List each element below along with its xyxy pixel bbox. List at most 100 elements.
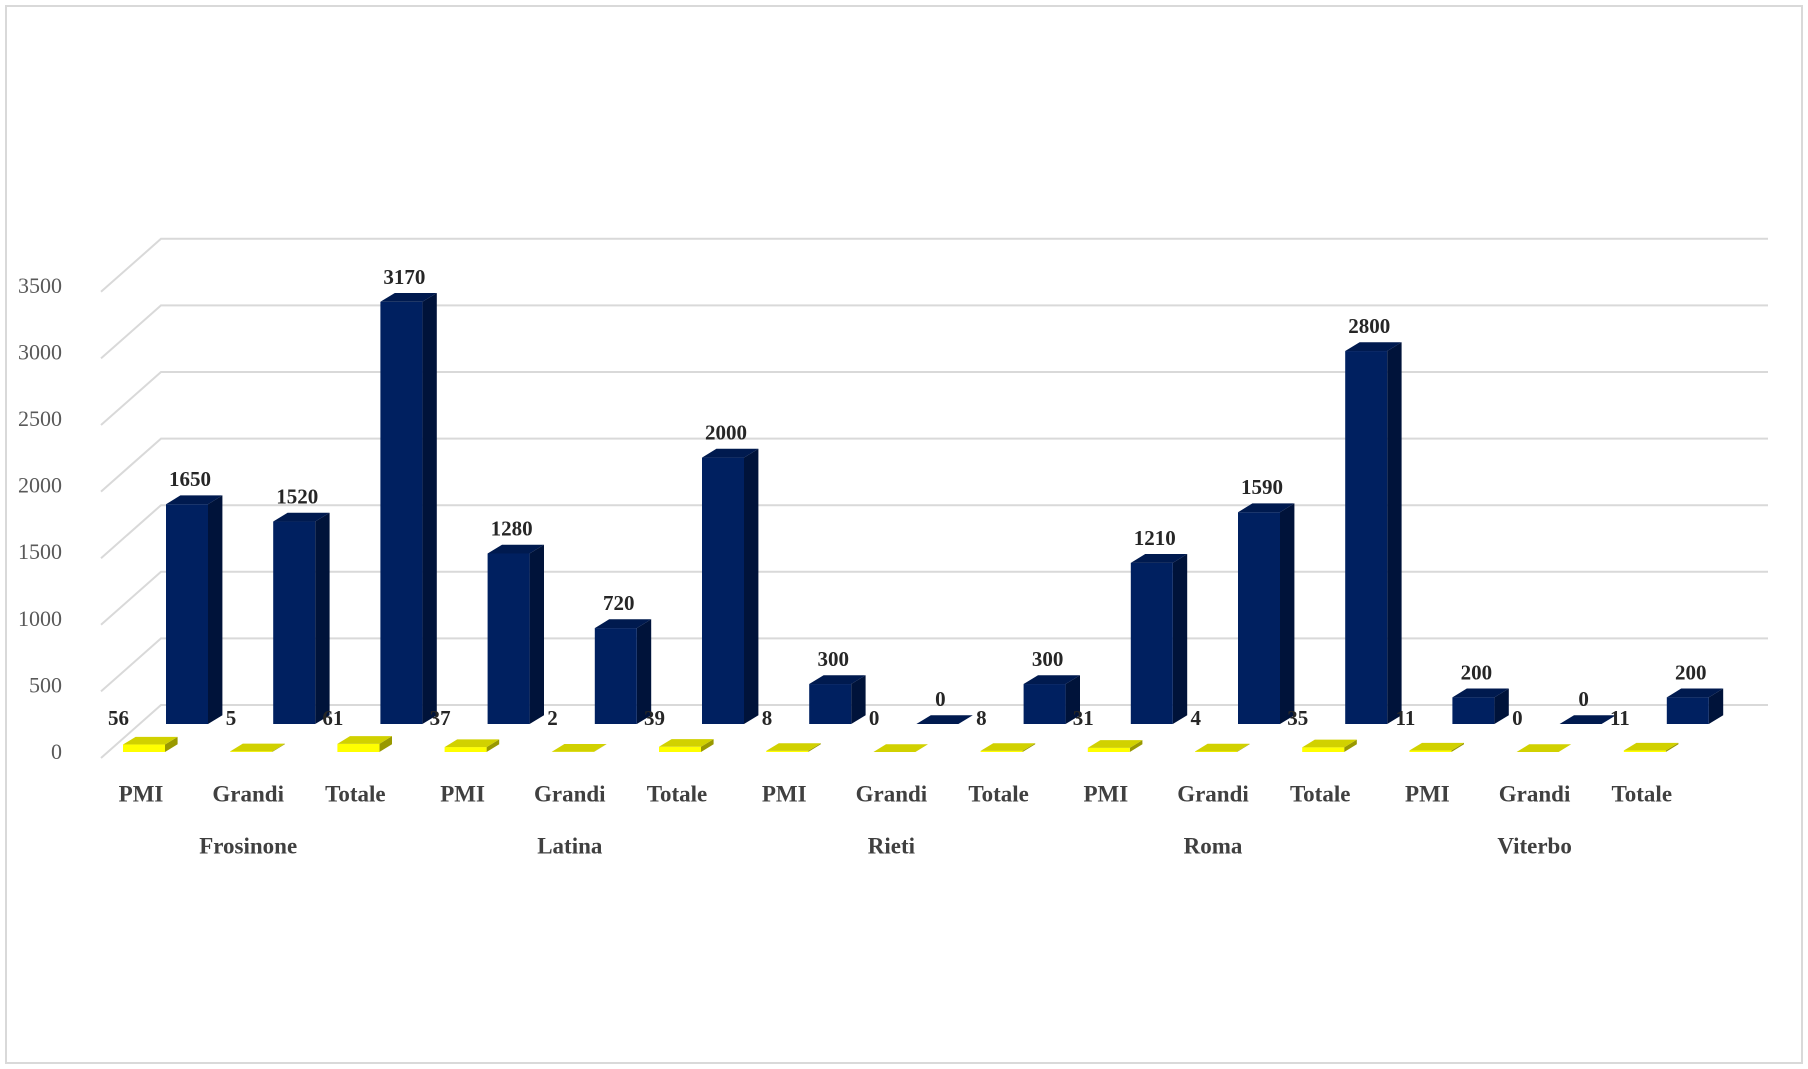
bar-side xyxy=(315,512,330,724)
x-tick-label: Totale xyxy=(1290,781,1351,806)
value-label: 1520 xyxy=(276,485,318,509)
bar-side xyxy=(1451,742,1464,752)
value-label: 31 xyxy=(1073,706,1094,730)
bar xyxy=(230,751,273,752)
grid-line xyxy=(100,437,1768,493)
group-label: Rieti xyxy=(868,833,916,858)
bar-top xyxy=(1238,503,1295,513)
bar-top xyxy=(551,744,607,752)
bar-top xyxy=(1195,743,1250,752)
bar-top xyxy=(123,736,178,745)
y-tick-label: 500 xyxy=(29,672,62,697)
bar-side xyxy=(1172,554,1188,724)
y-tick-label: 3500 xyxy=(18,273,62,298)
bar xyxy=(380,301,423,724)
y-tick-label: 0 xyxy=(51,739,62,764)
bar xyxy=(1130,562,1173,724)
group-label: Latina xyxy=(537,833,603,858)
bar xyxy=(1238,512,1280,724)
bar-top xyxy=(1087,740,1143,748)
bar-top xyxy=(1623,742,1679,751)
bar xyxy=(123,744,165,752)
bar-top xyxy=(980,743,1036,751)
value-label: 0 xyxy=(1578,687,1589,711)
bar-side xyxy=(1708,688,1724,724)
grid-line xyxy=(100,570,1768,626)
value-label: 1590 xyxy=(1241,475,1283,499)
value-label: 720 xyxy=(603,591,635,615)
group-label: Roma xyxy=(1184,833,1243,858)
x-tick-label: PMI xyxy=(1083,781,1128,806)
bar-top xyxy=(916,715,973,724)
bar xyxy=(1195,751,1237,752)
bar-side xyxy=(1237,743,1250,752)
bar-top xyxy=(166,495,223,505)
bar-top xyxy=(659,739,714,747)
bar-side xyxy=(1022,743,1036,752)
bar-top xyxy=(1516,744,1572,752)
bar xyxy=(766,750,809,752)
value-label: 200 xyxy=(1675,660,1707,684)
bar xyxy=(1087,747,1130,752)
value-label: 35 xyxy=(1287,706,1308,730)
value-label: 4 xyxy=(1191,706,1202,730)
x-tick-label: Grandi xyxy=(856,781,928,806)
bar xyxy=(1023,684,1066,724)
bar-top xyxy=(1345,342,1402,352)
group-label: Frosinone xyxy=(199,833,297,858)
value-label: 11 xyxy=(1610,706,1630,730)
x-tick-label: Grandi xyxy=(212,781,284,806)
grid-line xyxy=(100,237,1768,293)
y-tick-label: 2500 xyxy=(18,406,62,431)
x-tick-label: Grandi xyxy=(1499,781,1571,806)
bar xyxy=(444,747,487,752)
bar-top xyxy=(380,292,437,302)
bar xyxy=(1409,750,1452,752)
bar xyxy=(487,553,530,724)
bar xyxy=(1452,697,1495,724)
bar-top xyxy=(702,448,759,458)
bar-side xyxy=(422,292,437,724)
bar xyxy=(273,521,316,724)
value-label: 5 xyxy=(226,706,237,730)
bar-top xyxy=(337,736,392,744)
bar-side xyxy=(593,744,607,752)
bar xyxy=(1345,351,1388,724)
group-label: Viterbo xyxy=(1497,833,1572,858)
x-tick-label: PMI xyxy=(762,781,807,806)
bar-top xyxy=(487,544,544,554)
bar-top xyxy=(273,512,330,522)
bar-side xyxy=(1344,739,1357,752)
x-tick-label: PMI xyxy=(119,781,164,806)
grid-line xyxy=(100,704,1768,759)
value-label: 2 xyxy=(547,706,558,730)
value-label: 300 xyxy=(1032,647,1064,671)
value-label: 8 xyxy=(976,706,987,730)
bar-side xyxy=(1665,742,1679,752)
bar-top xyxy=(1302,739,1357,748)
bar-side xyxy=(208,495,223,724)
bar-side xyxy=(379,736,392,752)
bar-side xyxy=(851,675,866,724)
bar xyxy=(594,628,637,724)
value-label: 0 xyxy=(1512,706,1523,730)
value-label: 1210 xyxy=(1134,526,1176,550)
bar-top xyxy=(1452,688,1509,698)
grid-line xyxy=(100,637,1768,693)
bar-side xyxy=(1387,342,1402,724)
value-label: 0 xyxy=(869,706,880,730)
x-tick-label: Totale xyxy=(325,781,386,806)
bar-side xyxy=(1494,688,1509,724)
bar-side xyxy=(744,448,759,724)
value-label: 1650 xyxy=(169,467,211,491)
bar-side xyxy=(808,743,821,752)
value-label: 56 xyxy=(108,706,129,730)
bar xyxy=(1302,747,1345,752)
bar-top xyxy=(1023,675,1080,685)
value-label: 39 xyxy=(644,706,665,730)
bar-side xyxy=(165,736,178,752)
bar xyxy=(659,746,701,752)
bar-top xyxy=(444,739,500,748)
bar-top xyxy=(1130,554,1188,563)
y-tick-label: 3000 xyxy=(18,339,62,364)
